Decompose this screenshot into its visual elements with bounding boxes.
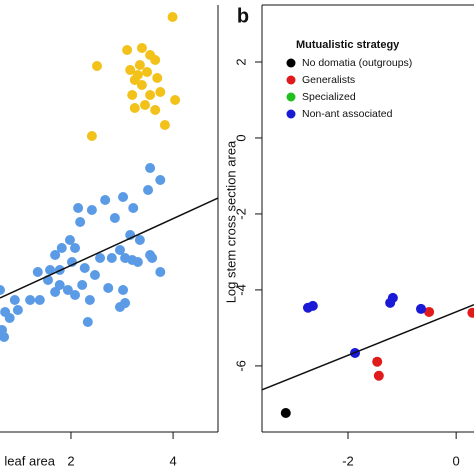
point: [75, 217, 86, 227]
point: [170, 95, 181, 105]
point: [70, 290, 81, 300]
plot-area: [262, 292, 474, 419]
point: [145, 90, 156, 100]
legend-title: Mutualistic strategy: [296, 39, 400, 51]
y-tick-label: 0: [233, 134, 248, 141]
point: [56, 243, 67, 253]
point: [32, 267, 43, 277]
point: [12, 305, 23, 315]
point: [372, 356, 383, 367]
point: [155, 267, 166, 277]
point: [34, 295, 45, 305]
legend-label: Non-ant associated: [302, 108, 393, 120]
legend-label: Generalists: [302, 74, 355, 86]
point: [100, 195, 111, 205]
x-axis-label: Log leaf area: [0, 453, 56, 468]
point: [307, 300, 318, 311]
point: [132, 70, 143, 80]
point: [114, 302, 125, 312]
panel-label: b: [237, 5, 249, 27]
legend-label: Specialized: [302, 91, 356, 103]
point: [152, 73, 163, 83]
point: [95, 253, 106, 263]
point: [150, 55, 161, 65]
y-axis-label: Log stem cross section area: [223, 140, 238, 303]
point: [79, 263, 90, 273]
point: [150, 105, 161, 115]
point: [136, 43, 147, 53]
point: [147, 253, 158, 263]
point: [373, 370, 384, 381]
point: [50, 250, 61, 260]
point: [0, 285, 5, 295]
point: [64, 235, 75, 245]
plot-area: [0, 12, 218, 342]
point: [73, 203, 84, 213]
y-tick-label: 2: [233, 58, 248, 65]
point: [167, 12, 178, 22]
point: [77, 280, 88, 290]
point: [89, 270, 100, 280]
fit-line: [262, 304, 474, 391]
y-tick-label: -6: [233, 360, 248, 372]
point: [0, 332, 10, 342]
legend-label: No domatia (outgroups): [302, 57, 412, 69]
point: [92, 61, 103, 71]
point: [109, 213, 120, 223]
x-tick-label: 0: [453, 453, 460, 468]
fit-line: [0, 197, 218, 299]
point: [9, 295, 20, 305]
y-tick-label: -4: [233, 284, 248, 296]
point: [45, 265, 56, 275]
point: [128, 203, 139, 213]
point: [416, 303, 426, 314]
point: [143, 185, 154, 195]
point: [145, 163, 156, 173]
point: [86, 205, 97, 215]
point: [50, 287, 61, 297]
x-tick-label: 2: [67, 453, 74, 468]
point: [467, 307, 474, 318]
point: [84, 295, 95, 305]
point: [25, 295, 36, 305]
x-tick-label: -2: [342, 453, 354, 468]
point: [142, 67, 153, 77]
point: [62, 285, 73, 295]
point: [129, 103, 140, 113]
point: [70, 243, 81, 253]
point: [159, 120, 170, 130]
legend-marker: [286, 58, 296, 68]
point: [127, 90, 138, 100]
point: [134, 235, 145, 245]
point: [118, 285, 129, 295]
legend-marker: [286, 109, 296, 119]
point: [82, 317, 93, 327]
point: [155, 175, 166, 185]
point: [106, 253, 117, 263]
y-tick-label: -2: [233, 208, 248, 220]
point: [387, 292, 398, 303]
point: [134, 60, 145, 70]
point: [139, 100, 150, 110]
x-tick-label: 4: [169, 453, 176, 468]
legend-marker: [286, 92, 296, 102]
point: [86, 131, 97, 141]
point: [0, 307, 11, 317]
point: [136, 80, 147, 90]
point: [280, 408, 291, 419]
point: [114, 245, 125, 255]
point: [132, 257, 143, 267]
point: [424, 306, 435, 317]
point: [155, 87, 166, 97]
point: [118, 192, 129, 202]
point: [125, 65, 136, 75]
point: [103, 283, 114, 293]
legend-marker: [286, 75, 296, 85]
point: [122, 45, 133, 55]
